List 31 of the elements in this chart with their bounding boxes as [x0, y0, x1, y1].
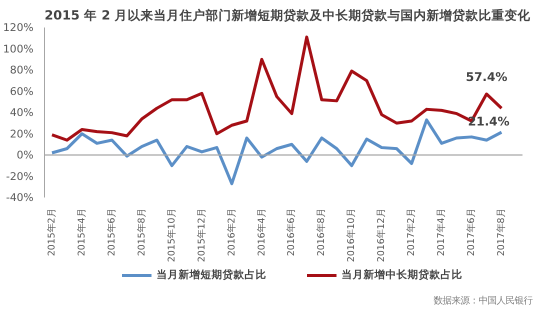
y-tick-label: 60%	[10, 84, 34, 98]
data-label: 21.4%	[468, 114, 510, 128]
x-tick-label: 2016年10月	[346, 208, 358, 262]
y-tick-label: 0%	[16, 148, 34, 162]
source-note: 数据来源：中国人民银行	[434, 296, 532, 306]
y-tick-label: 120%	[3, 21, 34, 34]
x-tick-label: 2015年8月	[136, 208, 148, 256]
x-tick-label: 2016年2月	[226, 208, 238, 256]
x-tick-label: 2015年12月	[196, 208, 208, 262]
x-tick-label: 2017年6月	[466, 208, 478, 256]
chart-title: 2015 年 2 月以来当月住户部门新增短期贷款及中长期贷款与国内新增贷款比重变化	[44, 8, 532, 22]
x-tick-label: 2017年8月	[496, 208, 508, 256]
x-tick-label: 2016年6月	[286, 208, 298, 256]
legend-label: 当月新增中长期贷款占比	[342, 268, 462, 282]
y-tick-label: 40%	[10, 106, 34, 119]
x-tick-label: 2016年12月	[376, 208, 388, 262]
legend-label: 当月新增短期贷款占比	[156, 268, 266, 282]
x-tick-label: 2015年2月	[46, 208, 58, 256]
y-tick-label: 100%	[3, 42, 34, 56]
x-tick-label: 2015年10月	[166, 208, 178, 262]
x-tick-label: 2016年4月	[256, 208, 268, 256]
y-tick-label: 80%	[10, 64, 34, 76]
x-tick-label: 2015年6月	[106, 208, 118, 256]
y-tick-label: -20%	[6, 170, 34, 183]
data-label: 57.4%	[466, 70, 508, 84]
x-tick-label: 2017年2月	[406, 208, 418, 256]
x-tick-label: 2017年4月	[436, 208, 448, 256]
x-tick-label: 2016年8月	[316, 208, 328, 256]
y-tick-label: 20%	[10, 127, 34, 140]
y-tick-label: -40%	[6, 191, 34, 204]
x-tick-label: 2015年4月	[76, 208, 88, 256]
